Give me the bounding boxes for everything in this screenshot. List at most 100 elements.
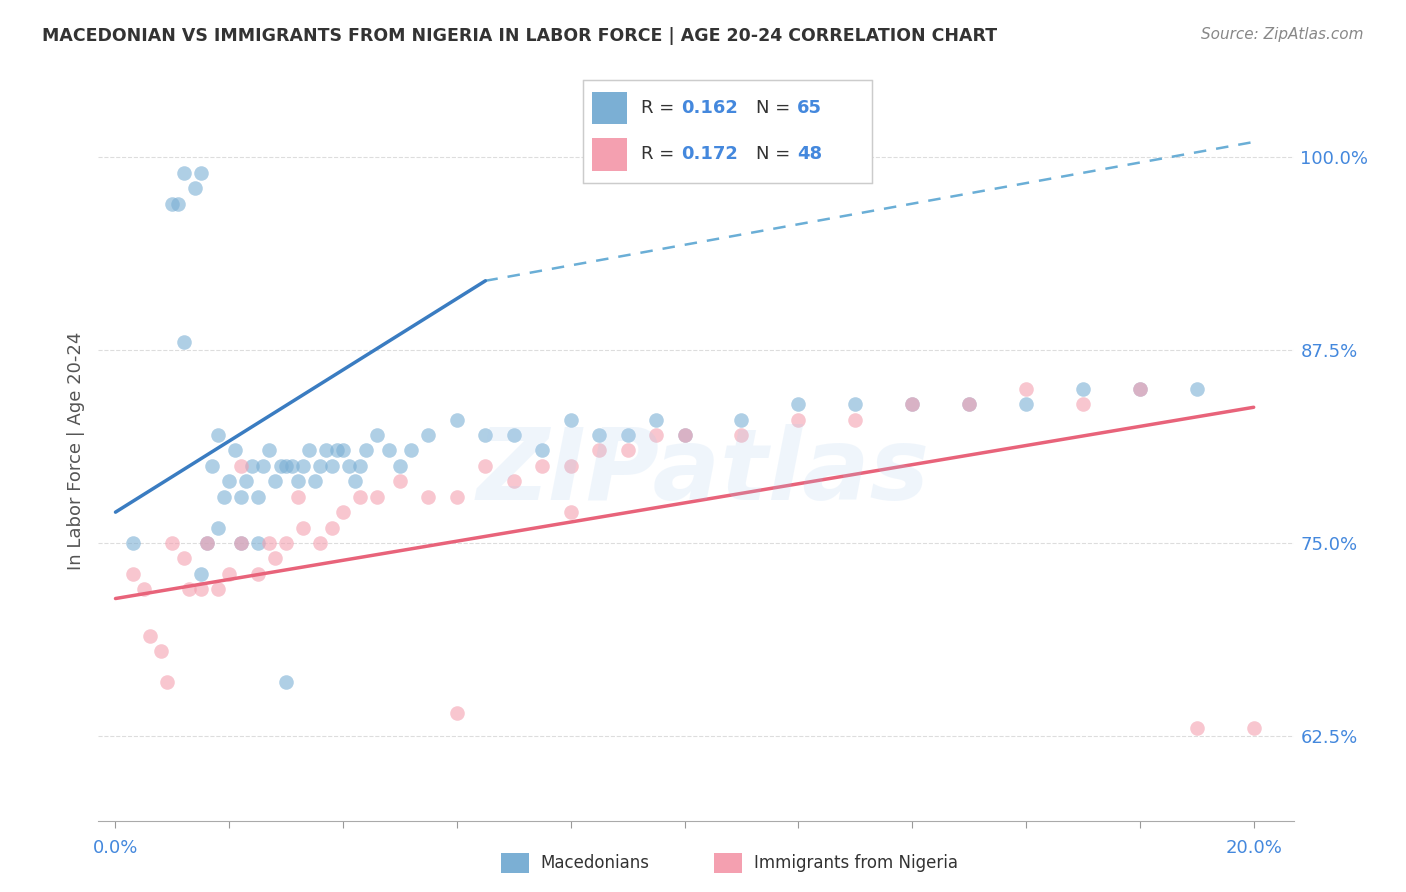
Point [326,443,349,458]
Text: Immigrants from Nigeria: Immigrants from Nigeria [754,854,957,872]
Point [1185,721,1208,735]
Point [207,428,229,442]
Text: R =: R = [641,145,681,163]
Point [263,551,285,566]
Point [1015,397,1038,411]
Point [173,551,195,566]
Point [195,536,218,550]
Point [132,582,155,597]
Point [1185,382,1208,396]
Point [502,475,524,489]
Point [616,443,638,458]
Text: Source: ZipAtlas.com: Source: ZipAtlas.com [1201,27,1364,42]
Point [446,412,468,426]
Point [276,536,298,550]
Point [257,443,280,458]
Point [184,181,207,195]
Point [446,490,468,504]
Point [287,475,309,489]
Point [138,629,160,643]
Point [337,458,360,473]
Point [321,458,343,473]
Point [190,166,212,180]
Point [162,536,184,550]
Point [588,428,610,442]
Point [901,397,924,411]
Point [531,458,554,473]
Point [190,566,212,581]
Point [315,443,337,458]
Point [276,458,298,473]
Point [229,536,252,550]
Point [1129,382,1152,396]
Point [298,443,321,458]
Bar [592,137,627,170]
Point [645,428,668,442]
Bar [592,92,627,124]
Point [502,428,524,442]
Point [173,166,195,180]
Point [389,475,412,489]
Point [332,505,354,519]
Text: 0.162: 0.162 [682,99,738,117]
Point [246,490,269,504]
Point [730,428,752,442]
Point [844,397,866,411]
Point [1071,397,1094,411]
Point [257,536,280,550]
Point [218,566,240,581]
Point [121,566,143,581]
Point [787,412,810,426]
Point [207,582,229,597]
Bar [501,853,529,873]
Point [229,536,252,550]
Point [207,520,229,534]
Point [162,196,184,211]
Point [418,490,440,504]
Point [366,490,388,504]
Point [292,520,315,534]
Point [901,397,924,411]
Point [309,458,332,473]
Point [218,475,240,489]
Point [1071,382,1094,396]
Text: MACEDONIAN VS IMMIGRANTS FROM NIGERIA IN LABOR FORCE | AGE 20-24 CORRELATION CHA: MACEDONIAN VS IMMIGRANTS FROM NIGERIA IN… [42,27,997,45]
Point [401,443,423,458]
Point [366,428,388,442]
Text: 0.0%: 0.0% [93,839,138,857]
Point [201,458,224,473]
Point [240,458,263,473]
Point [156,674,179,689]
Text: N =: N = [756,99,796,117]
Point [263,475,285,489]
Text: 0.172: 0.172 [682,145,738,163]
Point [190,582,212,597]
Point [673,428,696,442]
Point [1243,721,1265,735]
Point [531,443,554,458]
Text: 65: 65 [797,99,821,117]
Point [560,412,582,426]
Text: 48: 48 [797,145,823,163]
Point [281,458,304,473]
Point [121,536,143,550]
Point [246,536,269,550]
Point [224,443,246,458]
Point [287,490,309,504]
Point [1129,382,1152,396]
Point [354,443,377,458]
Point [343,475,366,489]
Point [349,458,371,473]
Point [229,490,252,504]
Point [179,582,201,597]
Point [150,644,173,658]
Point [321,520,343,534]
Text: ZIPatlas: ZIPatlas [477,425,929,521]
Point [560,505,582,519]
Point [252,458,274,473]
Point [309,536,332,550]
Point [446,706,468,720]
Point [616,428,638,442]
Text: N =: N = [756,145,796,163]
Point [173,335,195,350]
